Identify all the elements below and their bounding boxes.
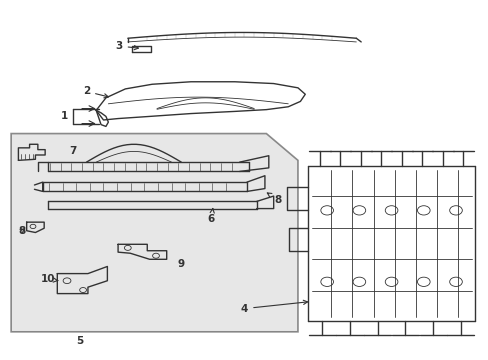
Text: 9: 9 [177,259,184,269]
Text: 8: 8 [18,226,25,236]
Text: 7: 7 [69,146,77,156]
Text: 2: 2 [82,86,108,98]
Text: 1: 1 [61,111,68,121]
Text: 10: 10 [40,274,58,284]
Text: 5: 5 [77,336,83,346]
Text: 8: 8 [267,193,281,204]
Text: 3: 3 [115,41,138,51]
Text: 4: 4 [240,300,307,314]
Text: 6: 6 [207,208,215,224]
Polygon shape [11,134,297,332]
